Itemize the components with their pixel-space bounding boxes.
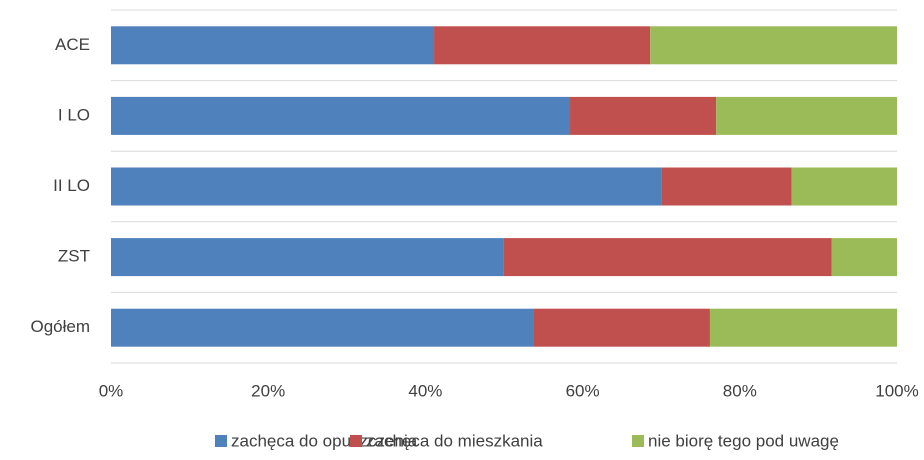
bar-segment <box>111 308 534 347</box>
legend-swatch <box>632 435 644 447</box>
bar-segment <box>111 96 571 135</box>
bar-segment <box>111 167 662 206</box>
x-tick-label: 100% <box>875 381 918 400</box>
x-tick-label: 40% <box>408 381 442 400</box>
bar-segment <box>791 167 897 206</box>
bar-segment <box>503 238 832 277</box>
legend-swatch <box>350 435 362 447</box>
bar-segment <box>716 96 897 135</box>
y-tick-label: ZST <box>58 247 90 266</box>
legend-label: zachęca do mieszkania <box>366 431 543 450</box>
x-tick-label: 60% <box>566 381 600 400</box>
bar-segment <box>111 26 435 65</box>
bar-segment <box>650 26 897 65</box>
y-tick-label: ACE <box>55 35 90 54</box>
bar-segment <box>111 238 504 277</box>
bar-segment <box>533 308 710 347</box>
y-tick-label: Ogółem <box>30 317 90 336</box>
y-tick-label: I LO <box>58 105 90 124</box>
y-tick-label: II LO <box>53 176 90 195</box>
bar-segment <box>831 238 897 277</box>
legend-label: zachęca do opuszczenia <box>231 431 418 450</box>
bar-segment <box>434 26 651 65</box>
x-tick-label: 20% <box>251 381 285 400</box>
bar-segment <box>661 167 792 206</box>
bar-segment <box>570 96 717 135</box>
legend-swatch <box>215 435 227 447</box>
x-tick-label: 0% <box>99 381 124 400</box>
legend-label: nie biorę tego pod uwagę <box>648 431 839 450</box>
bar-segment <box>709 308 897 347</box>
x-tick-label: 80% <box>723 381 757 400</box>
